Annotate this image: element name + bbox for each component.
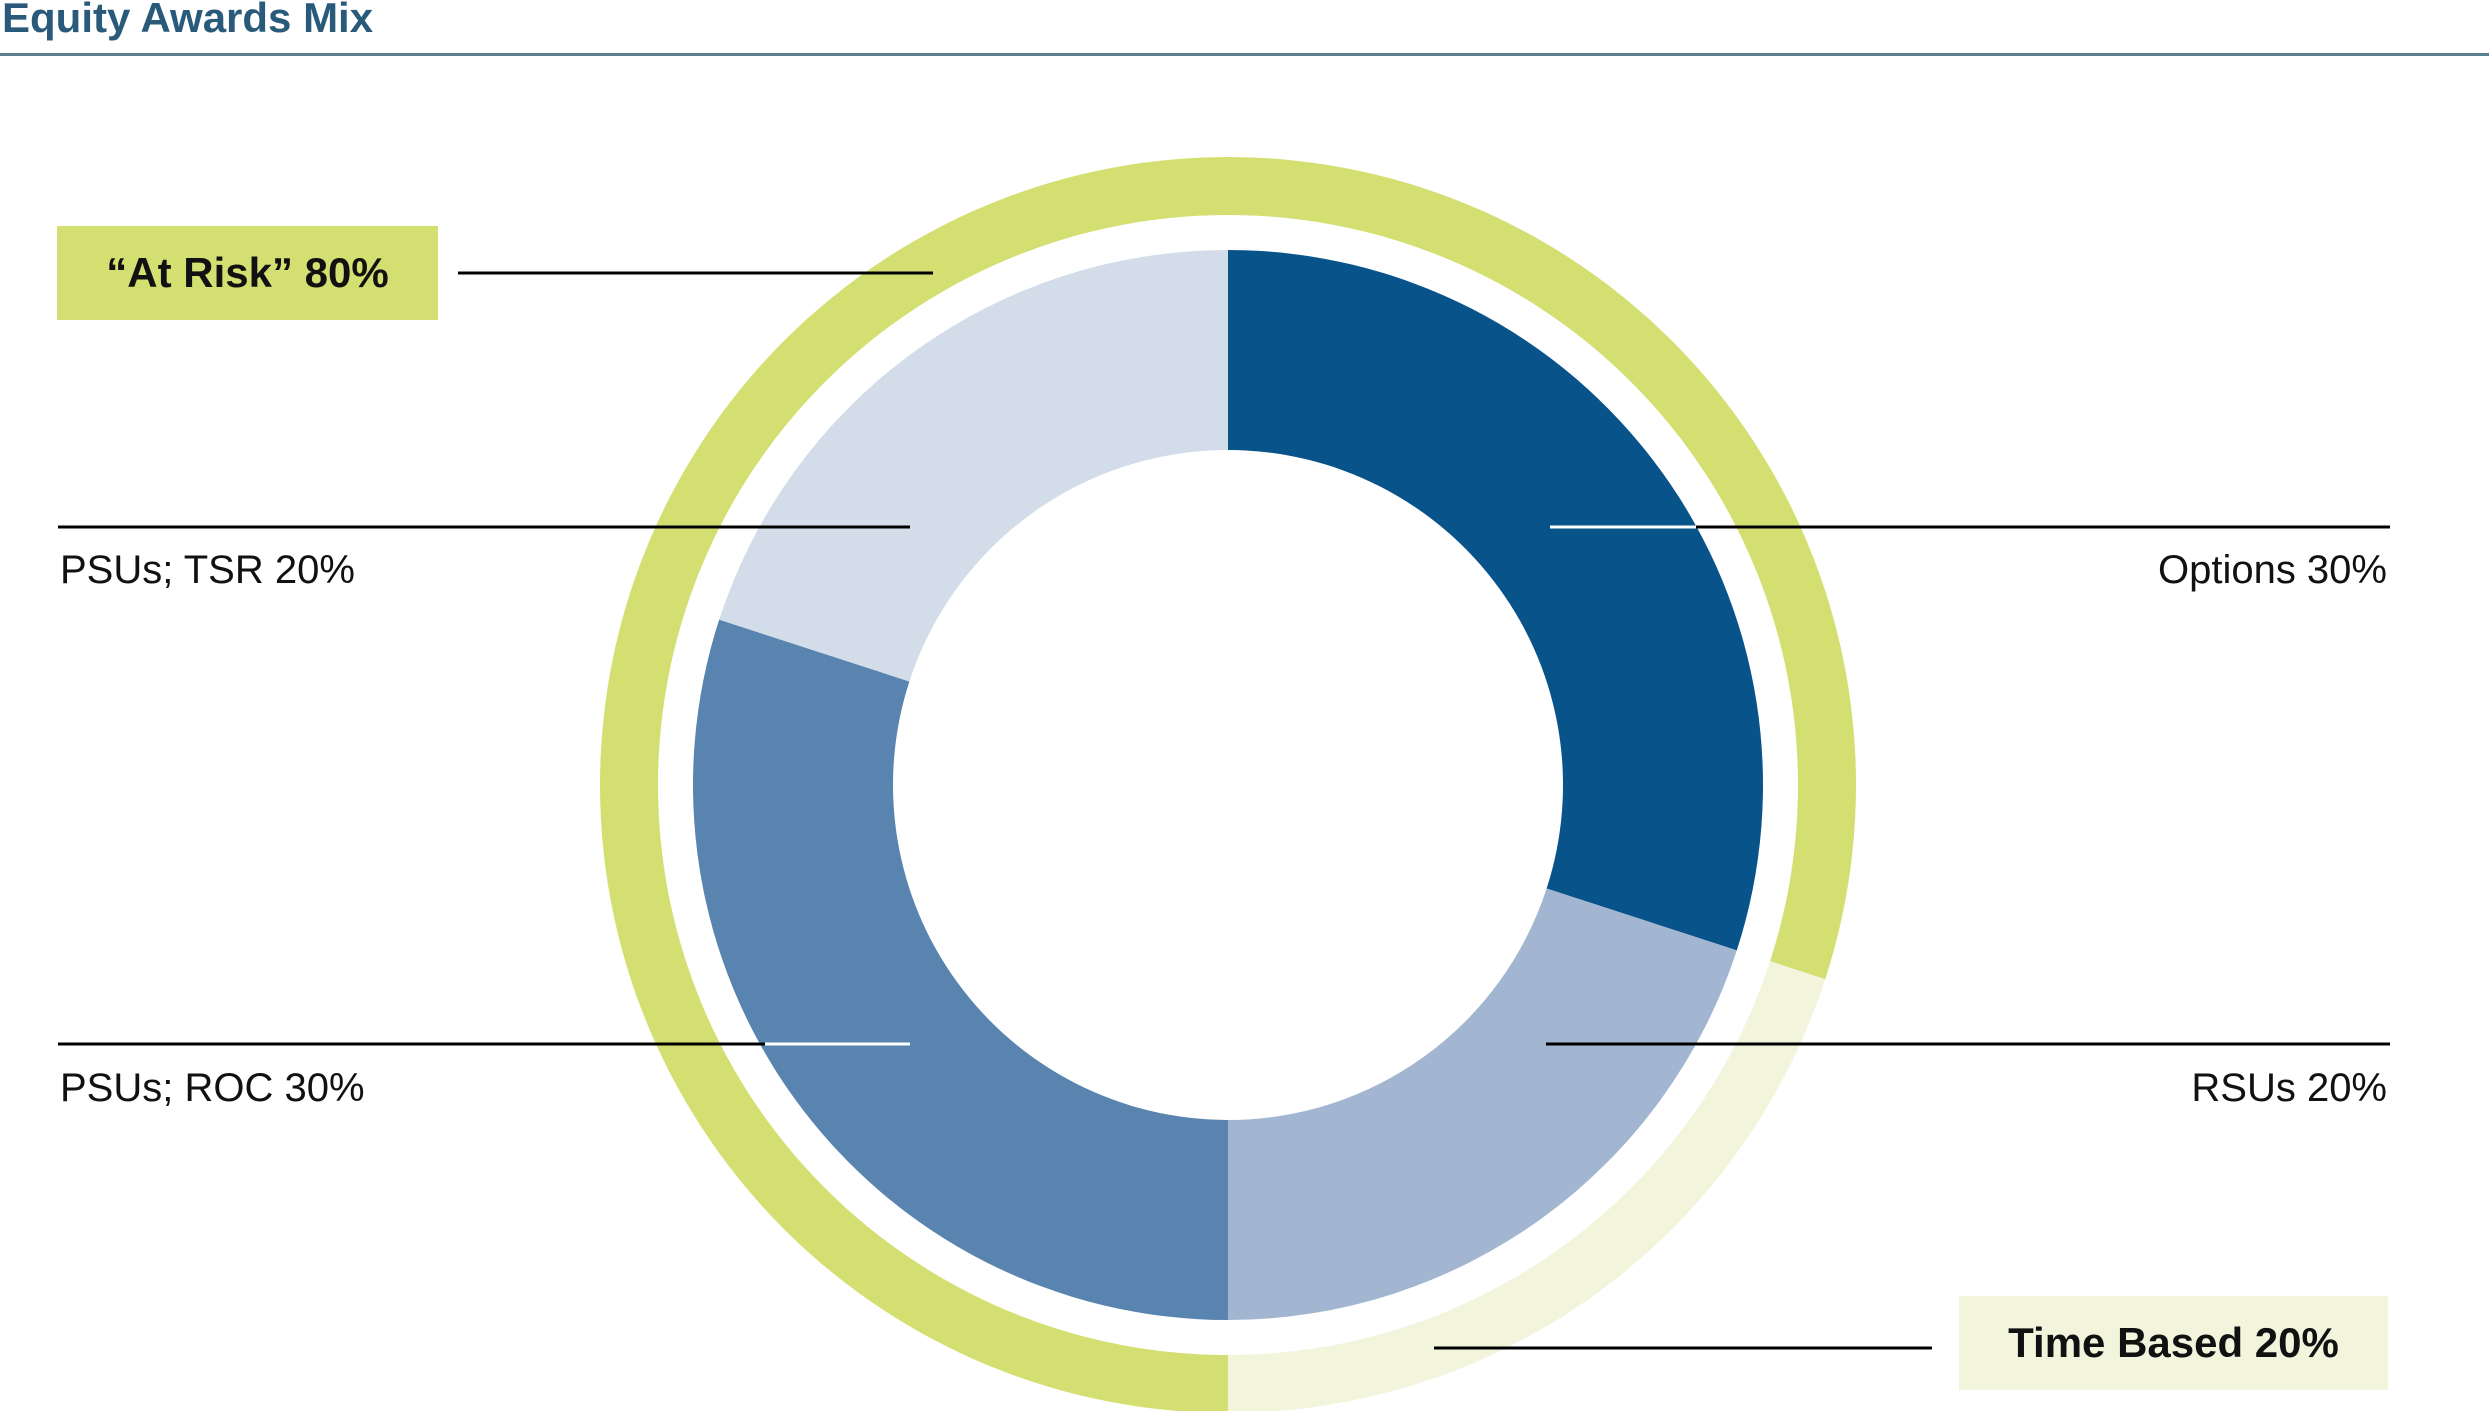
title-divider	[0, 53, 2489, 56]
time-based-label-box: Time Based 20%	[1959, 1296, 2388, 1390]
leader-lines	[58, 271, 2390, 1350]
slice-options	[1228, 250, 1763, 951]
slice-psus-roc	[693, 619, 1228, 1320]
chart-title: Equity Awards Mix	[2, 0, 374, 41]
inner-ring	[693, 250, 1763, 1320]
slice-psus-tsr	[719, 250, 1228, 682]
at-risk-label-box: “At Risk” 80%	[57, 226, 438, 320]
rsus-label: RSUs 20%	[2191, 1066, 2387, 1110]
psu-roc-label: PSUs; ROC 30%	[60, 1066, 365, 1110]
options-label: Options 30%	[2157, 548, 2387, 592]
outer-ring	[600, 157, 1856, 1411]
outer-slice-time-based	[1228, 961, 1826, 1411]
slice-rsus	[1228, 888, 1737, 1320]
psu-tsr-label: PSUs; TSR 20%	[60, 548, 355, 592]
time-based-label: Time Based 20%	[2008, 1319, 2339, 1366]
at-risk-label: “At Risk” 80%	[106, 249, 389, 296]
